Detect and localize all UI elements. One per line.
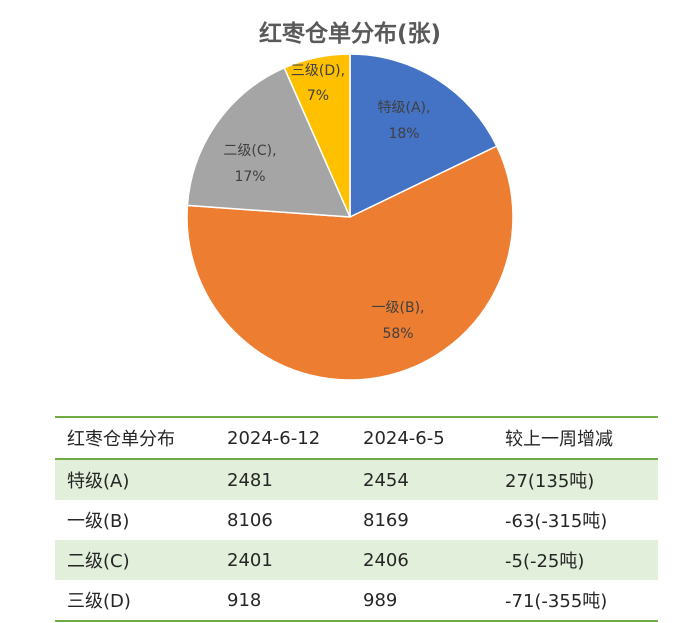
cell-grade: 三级(D) — [67, 591, 131, 612]
cell-value: 8106 — [227, 509, 273, 531]
table-row: 特级(A) 2481 2454 27(135吨) — [55, 459, 658, 500]
header-date-1: 2024-6-12 — [227, 427, 321, 449]
header-change: 较上一周增减 — [505, 429, 613, 450]
cell-grade: 一级(B) — [67, 511, 130, 532]
slice-label-name: 二级(C), — [223, 143, 276, 159]
cell-value: 2454 — [363, 469, 409, 491]
slice-label-percent: 17% — [234, 169, 265, 185]
slice-label-name: 特级(A), — [378, 100, 431, 116]
slice-label-name: 一级(B), — [372, 300, 425, 316]
slice-label-percent: 7% — [307, 88, 329, 104]
pie-slice-0 — [349, 53, 498, 219]
pie-slice-1 — [186, 145, 514, 381]
data-table: 红枣仓单分布 2024-6-12 2024-6-5 较上一周增减 特级(A) 2… — [55, 416, 658, 622]
cell-change: -63(-315吨) — [505, 511, 608, 532]
pie-slice-3 — [283, 53, 351, 218]
table-header-row: 红枣仓单分布 2024-6-12 2024-6-5 较上一周增减 — [55, 417, 658, 459]
cell-value: 2401 — [227, 549, 273, 571]
cell-change: 27(135吨) — [505, 471, 595, 492]
cell-value: 989 — [363, 589, 398, 611]
cell-grade: 特级(A) — [67, 471, 130, 492]
cell-value: 2481 — [227, 469, 273, 491]
slice-label-percent: 58% — [382, 326, 413, 342]
header-category: 红枣仓单分布 — [67, 429, 175, 450]
header-date-2: 2024-6-5 — [363, 427, 445, 449]
cell-change: -71(-355吨) — [505, 591, 608, 612]
table-row: 二级(C) 2401 2406 -5(-25吨) — [55, 540, 658, 580]
cell-value: 8169 — [363, 509, 409, 531]
chart-title: 红枣仓单分布(张) — [258, 21, 442, 47]
table-row: 一级(B) 8106 8169 -63(-315吨) — [55, 500, 658, 540]
cell-grade: 二级(C) — [67, 551, 130, 572]
pie-slice-2 — [186, 66, 352, 218]
cell-value: 918 — [227, 589, 262, 611]
pie-chart: 特级(A), 18% 一级(B), 58% 二级(C), 17% 三级(D), 7% — [186, 53, 514, 381]
cell-change: -5(-25吨) — [505, 551, 585, 572]
slice-label-name: 三级(D), — [291, 63, 345, 79]
slice-label-percent: 18% — [388, 126, 419, 142]
cell-value: 2406 — [363, 549, 409, 571]
table-row: 三级(D) 918 989 -71(-355吨) — [55, 580, 658, 621]
